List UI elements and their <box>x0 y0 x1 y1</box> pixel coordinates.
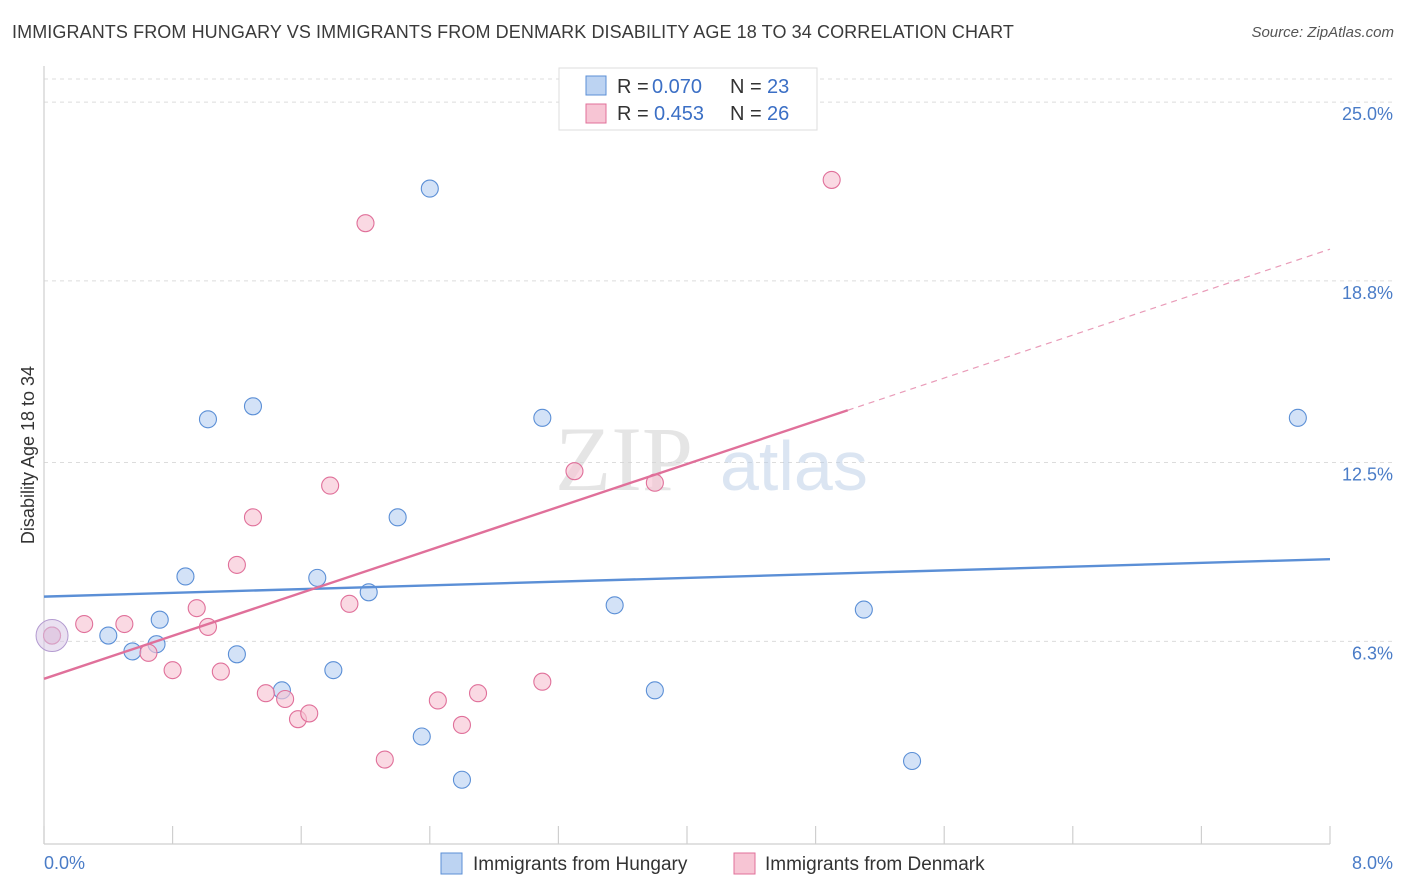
data-point-hungary-21 <box>902 751 922 771</box>
y-axis-title: Disability Age 18 to 34 <box>18 366 38 544</box>
bottom-legend: Immigrants from Hungary Immigrants from … <box>440 852 985 875</box>
data-point-denmark-4 <box>163 661 182 680</box>
data-point-hungary-19 <box>645 681 664 700</box>
x-tick-label-max: 8.0% <box>1352 853 1393 873</box>
data-point-denmark-2 <box>115 614 134 634</box>
watermark-zip: ZIP <box>555 408 693 510</box>
y-tick-label-3: 6.3% <box>1352 643 1393 663</box>
data-point-hungary-10 <box>308 568 327 587</box>
legend: R = 0.070 N = 23 R = 0.453 N = 26 <box>558 67 818 131</box>
legend-n-value-2: 26 <box>767 103 789 125</box>
data-point-denmark-13 <box>300 704 319 723</box>
chart-title: IMMIGRANTS FROM HUNGARY VS IMMIGRANTS FR… <box>12 22 1015 42</box>
legend-r-value-1: 0.070 <box>652 76 702 98</box>
data-point-hungary-14 <box>412 727 431 746</box>
legend-n-value-1: 23 <box>767 76 789 98</box>
trend-lines <box>43 248 1331 680</box>
data-point-denmark-22 <box>565 462 584 481</box>
axes <box>43 66 1331 845</box>
data-point-denmark-15 <box>340 594 359 613</box>
legend-n-label-1: N = <box>730 76 762 98</box>
data-point-cluster-origin <box>35 619 69 653</box>
data-point-denmark-14 <box>321 476 340 495</box>
grid-lines <box>44 78 1393 642</box>
data-point-denmark-8 <box>227 555 246 574</box>
legend-r-value-2: 0.453 <box>654 103 704 125</box>
legend-swatch-hungary <box>585 75 607 96</box>
data-point-hungary-20 <box>854 600 873 619</box>
data-point-hungary-15 <box>420 179 439 198</box>
data-point-denmark-21 <box>533 672 552 691</box>
data-point-hungary-17 <box>533 408 552 427</box>
legend-r-label-1: R = <box>617 76 649 98</box>
bottom-legend-label-hungary: Immigrants from Hungary <box>473 854 688 875</box>
data-point-hungary-11 <box>324 661 343 680</box>
data-point-denmark-7 <box>211 662 230 681</box>
bottom-legend-label-denmark: Immigrants from Denmark <box>765 854 985 875</box>
data-point-denmark-11 <box>276 689 295 709</box>
data-point-denmark-10 <box>256 684 275 703</box>
bottom-legend-swatch-denmark <box>733 852 756 875</box>
data-point-hungary-22 <box>1288 408 1307 427</box>
legend-n-label-2: N = <box>730 103 762 125</box>
source-credit: Source: ZipAtlas.com <box>1251 24 1394 41</box>
data-point-hungary-6 <box>198 410 218 429</box>
y-tick-label-2: 12.5% <box>1342 465 1393 485</box>
trend-line-denmark-projection <box>847 248 1331 411</box>
data-point-denmark-5 <box>187 599 206 618</box>
data-point-hungary-8 <box>243 397 263 416</box>
data-point-denmark-20 <box>468 684 488 703</box>
data-point-denmark-24 <box>822 170 841 189</box>
y-tick-labels: 25.0% 18.8% 12.5% 6.3% <box>1342 104 1393 663</box>
trend-line-hungary <box>43 557 1331 598</box>
data-point-denmark-1 <box>75 614 94 634</box>
data-point-hungary-4 <box>150 610 169 629</box>
legend-swatch-denmark <box>585 103 607 124</box>
data-point-denmark-18 <box>428 691 447 710</box>
data-point-hungary-5 <box>176 567 195 586</box>
data-point-denmark-19 <box>452 715 472 735</box>
x-tick-label-min: 0.0% <box>44 853 85 873</box>
legend-r-label-2: R = <box>617 103 649 125</box>
data-points <box>35 170 1307 789</box>
bottom-legend-swatch-hungary <box>440 852 463 875</box>
data-point-denmark-9 <box>243 508 263 527</box>
data-point-denmark-17 <box>375 750 394 769</box>
data-point-hungary-18 <box>605 596 624 615</box>
y-tick-label-1: 18.8% <box>1342 283 1393 303</box>
watermark-atlas: atlas <box>720 427 868 505</box>
data-point-hungary-1 <box>99 626 118 645</box>
data-point-denmark-16 <box>356 214 375 233</box>
watermark: ZIP atlas <box>555 408 868 510</box>
data-point-hungary-13 <box>388 508 407 527</box>
data-point-hungary-7 <box>227 645 246 664</box>
trend-line-denmark <box>43 409 849 680</box>
data-point-hungary-16 <box>452 770 472 789</box>
y-tick-label-0: 25.0% <box>1342 104 1393 124</box>
